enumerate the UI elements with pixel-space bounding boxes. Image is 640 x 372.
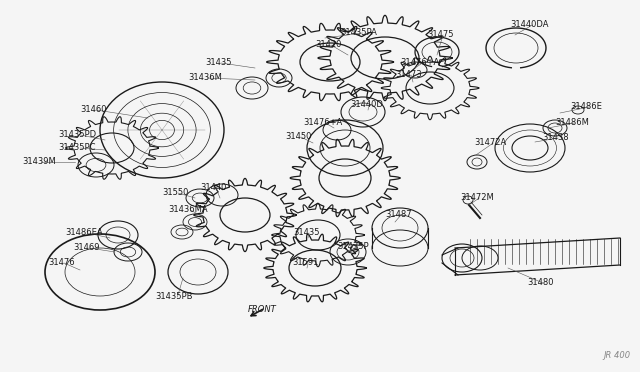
Text: FRONT: FRONT xyxy=(248,305,276,314)
Text: 31460: 31460 xyxy=(80,105,106,114)
Text: 31435PB: 31435PB xyxy=(155,292,193,301)
Text: 31440DA: 31440DA xyxy=(510,20,548,29)
Text: 31450: 31450 xyxy=(285,132,312,141)
Text: 31472M: 31472M xyxy=(460,193,493,202)
Text: 31440: 31440 xyxy=(200,183,227,192)
Text: 31436M: 31436M xyxy=(188,73,222,82)
Text: 31435: 31435 xyxy=(293,228,319,237)
Text: 31476+A: 31476+A xyxy=(303,118,342,127)
Text: 31472A: 31472A xyxy=(474,138,506,147)
Text: 31435PA: 31435PA xyxy=(340,28,377,37)
Text: 31435P: 31435P xyxy=(337,242,369,251)
Text: 31435: 31435 xyxy=(205,58,232,67)
Text: 31550: 31550 xyxy=(162,188,188,197)
Text: 31436MA: 31436MA xyxy=(168,205,207,214)
Text: 31420: 31420 xyxy=(315,40,341,49)
Text: JR 400: JR 400 xyxy=(603,351,630,360)
Text: 31487: 31487 xyxy=(385,210,412,219)
Text: 31486E: 31486E xyxy=(570,102,602,111)
Text: 31476: 31476 xyxy=(48,258,75,267)
Text: 31438: 31438 xyxy=(542,133,568,142)
Text: 31435PC: 31435PC xyxy=(58,143,95,152)
Text: 31439M: 31439M xyxy=(22,157,56,166)
Text: 31469: 31469 xyxy=(73,243,99,252)
Text: 31473: 31473 xyxy=(395,70,422,79)
Text: 31476+A: 31476+A xyxy=(400,58,439,67)
Text: 31486EA: 31486EA xyxy=(65,228,102,237)
Text: 31480: 31480 xyxy=(527,278,554,287)
Text: 31435PD: 31435PD xyxy=(58,130,96,139)
Text: 31486M: 31486M xyxy=(555,118,589,127)
Text: 31440D: 31440D xyxy=(350,100,383,109)
Text: 31591: 31591 xyxy=(292,258,318,267)
Text: 31475: 31475 xyxy=(427,30,454,39)
